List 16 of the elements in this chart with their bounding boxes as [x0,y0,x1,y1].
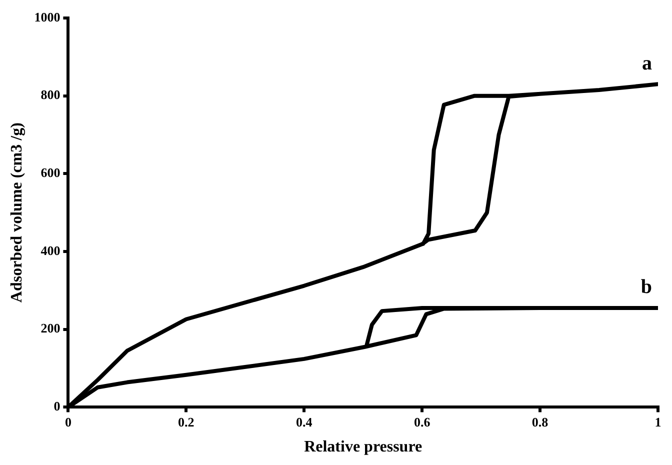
x-tick-label: 0.2 [178,414,194,430]
x-axis-title: Relative pressure [304,438,422,456]
y-tick-label: 1000 [34,9,60,24]
y-axis-title: Adsorbed volume (cm3 /g) [8,122,26,303]
y-tick-label: 200 [40,320,60,336]
series-label: b [640,276,652,298]
y-tick-label: 400 [40,242,60,258]
x-tick-label: 0.8 [532,414,549,430]
x-tick-label: 0.4 [296,414,313,430]
x-tick-label: 0 [64,414,72,430]
x-tick-label: 1 [654,414,662,430]
y-tick-label: 600 [40,165,60,180]
y-tick-label: 800 [40,87,60,102]
series-label: a [642,52,652,74]
y-tick-label: 0 [54,398,60,414]
x-tick-label: 0.6 [414,414,431,430]
